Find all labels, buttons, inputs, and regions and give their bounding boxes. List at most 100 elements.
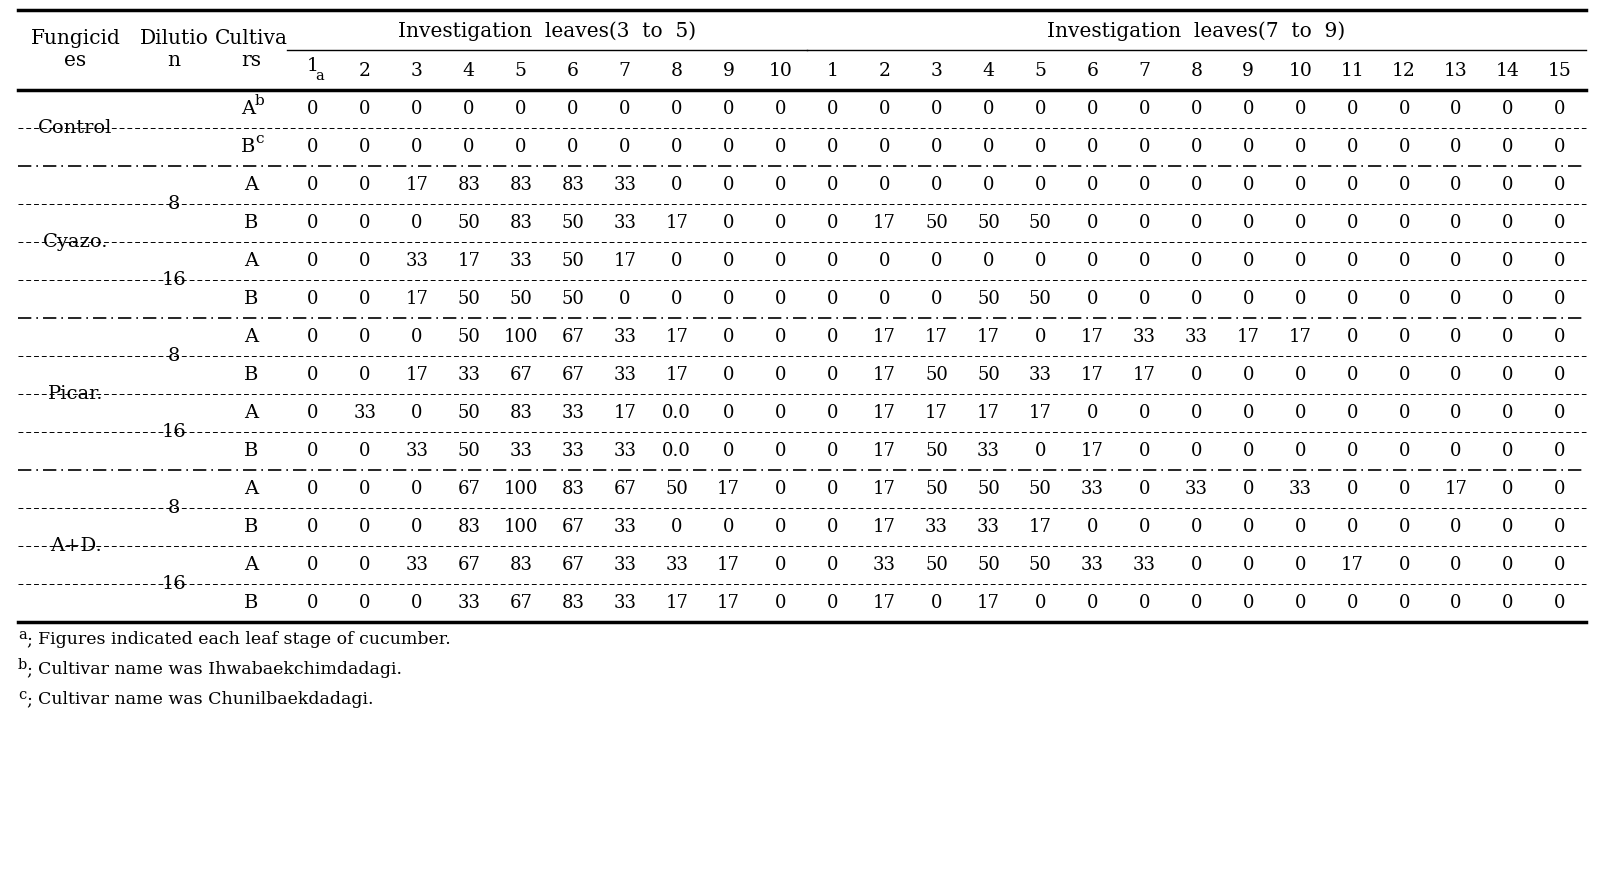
Text: 17: 17 bbox=[718, 480, 740, 498]
Text: 17: 17 bbox=[873, 328, 896, 346]
Text: B: B bbox=[244, 290, 259, 308]
Text: 12: 12 bbox=[1392, 62, 1416, 80]
Text: 0: 0 bbox=[1243, 404, 1254, 422]
Text: 0: 0 bbox=[1243, 176, 1254, 194]
Text: 0: 0 bbox=[1191, 290, 1202, 308]
Text: 0: 0 bbox=[307, 404, 318, 422]
Text: 17: 17 bbox=[1133, 366, 1155, 384]
Text: 0: 0 bbox=[1087, 176, 1098, 194]
Text: 0: 0 bbox=[463, 100, 475, 118]
Text: 0: 0 bbox=[879, 252, 890, 270]
Text: 0: 0 bbox=[1502, 442, 1513, 460]
Text: 50: 50 bbox=[1029, 556, 1051, 574]
Text: 4: 4 bbox=[463, 62, 475, 80]
Text: 9: 9 bbox=[1242, 62, 1254, 80]
Text: 0: 0 bbox=[307, 442, 318, 460]
Text: 17: 17 bbox=[1341, 556, 1363, 574]
Text: 0: 0 bbox=[1243, 100, 1254, 118]
Text: c: c bbox=[18, 688, 26, 702]
Text: 50: 50 bbox=[925, 442, 948, 460]
Text: 0: 0 bbox=[1347, 214, 1358, 232]
Text: 50: 50 bbox=[976, 480, 1000, 498]
Text: 0: 0 bbox=[775, 442, 786, 460]
Text: A+D.: A+D. bbox=[50, 537, 101, 555]
Text: 17: 17 bbox=[665, 214, 689, 232]
Text: A: A bbox=[244, 404, 257, 422]
Text: 0: 0 bbox=[826, 252, 839, 270]
Text: 0: 0 bbox=[307, 480, 318, 498]
Text: 17: 17 bbox=[873, 214, 896, 232]
Text: 10: 10 bbox=[1288, 62, 1312, 80]
Text: 17: 17 bbox=[665, 366, 689, 384]
Text: 0: 0 bbox=[1502, 214, 1513, 232]
Text: 0: 0 bbox=[1555, 366, 1566, 384]
Text: 0: 0 bbox=[1294, 404, 1306, 422]
Text: a: a bbox=[18, 628, 27, 642]
Text: 0: 0 bbox=[1294, 556, 1306, 574]
Text: 17: 17 bbox=[1029, 404, 1051, 422]
Text: 0: 0 bbox=[671, 252, 682, 270]
Text: 0: 0 bbox=[722, 404, 735, 422]
Text: 0: 0 bbox=[1243, 290, 1254, 308]
Text: 0: 0 bbox=[1347, 328, 1358, 346]
Text: 0: 0 bbox=[1139, 290, 1151, 308]
Text: 83: 83 bbox=[561, 176, 585, 194]
Text: 17: 17 bbox=[976, 404, 1000, 422]
Text: 0: 0 bbox=[1191, 518, 1202, 536]
Text: 83: 83 bbox=[561, 480, 585, 498]
Text: 50: 50 bbox=[1029, 290, 1051, 308]
Text: 0: 0 bbox=[1451, 594, 1462, 612]
Text: 17: 17 bbox=[1029, 518, 1051, 536]
Text: 0: 0 bbox=[360, 252, 371, 270]
Text: 0: 0 bbox=[1502, 518, 1513, 536]
Text: 0: 0 bbox=[1398, 328, 1409, 346]
Text: 33: 33 bbox=[1133, 328, 1155, 346]
Text: 0: 0 bbox=[1139, 176, 1151, 194]
Text: 0: 0 bbox=[360, 518, 371, 536]
Text: 5: 5 bbox=[515, 62, 527, 80]
Text: 33: 33 bbox=[457, 594, 481, 612]
Text: 33: 33 bbox=[1080, 480, 1104, 498]
Text: 17: 17 bbox=[976, 594, 1000, 612]
Text: 0: 0 bbox=[1555, 176, 1566, 194]
Text: 0: 0 bbox=[1347, 366, 1358, 384]
Text: 10: 10 bbox=[769, 62, 793, 80]
Text: Investigation  leaves(3  to  5): Investigation leaves(3 to 5) bbox=[398, 21, 695, 41]
Text: 0: 0 bbox=[1398, 556, 1409, 574]
Text: 0: 0 bbox=[826, 594, 839, 612]
Text: 0: 0 bbox=[1139, 594, 1151, 612]
Text: 67: 67 bbox=[561, 518, 585, 536]
Text: 50: 50 bbox=[457, 328, 481, 346]
Text: 0: 0 bbox=[307, 328, 318, 346]
Text: Dilutio
n: Dilutio n bbox=[139, 29, 208, 70]
Text: A: A bbox=[244, 328, 257, 346]
Text: 0: 0 bbox=[826, 442, 839, 460]
Text: 8: 8 bbox=[168, 499, 181, 517]
Text: 0: 0 bbox=[775, 290, 786, 308]
Text: 0: 0 bbox=[1243, 594, 1254, 612]
Text: 0: 0 bbox=[1294, 252, 1306, 270]
Text: 83: 83 bbox=[510, 214, 532, 232]
Text: 33: 33 bbox=[614, 556, 636, 574]
Text: 0: 0 bbox=[618, 290, 631, 308]
Text: 0: 0 bbox=[1451, 290, 1462, 308]
Text: 0: 0 bbox=[1191, 442, 1202, 460]
Text: 50: 50 bbox=[457, 404, 481, 422]
Text: 0: 0 bbox=[515, 100, 527, 118]
Text: 0: 0 bbox=[307, 176, 318, 194]
Text: 7: 7 bbox=[1138, 62, 1151, 80]
Text: 2: 2 bbox=[360, 62, 371, 80]
Text: 0: 0 bbox=[1555, 252, 1566, 270]
Text: 0: 0 bbox=[1555, 138, 1566, 156]
Text: 7: 7 bbox=[618, 62, 631, 80]
Text: 9: 9 bbox=[722, 62, 735, 80]
Text: 0: 0 bbox=[1191, 138, 1202, 156]
Text: 15: 15 bbox=[1548, 62, 1572, 80]
Text: 13: 13 bbox=[1445, 62, 1469, 80]
Text: 0: 0 bbox=[1451, 404, 1462, 422]
Text: 0: 0 bbox=[1502, 404, 1513, 422]
Text: 0: 0 bbox=[775, 518, 786, 536]
Text: 0: 0 bbox=[360, 442, 371, 460]
Text: 50: 50 bbox=[561, 290, 585, 308]
Text: 0: 0 bbox=[775, 252, 786, 270]
